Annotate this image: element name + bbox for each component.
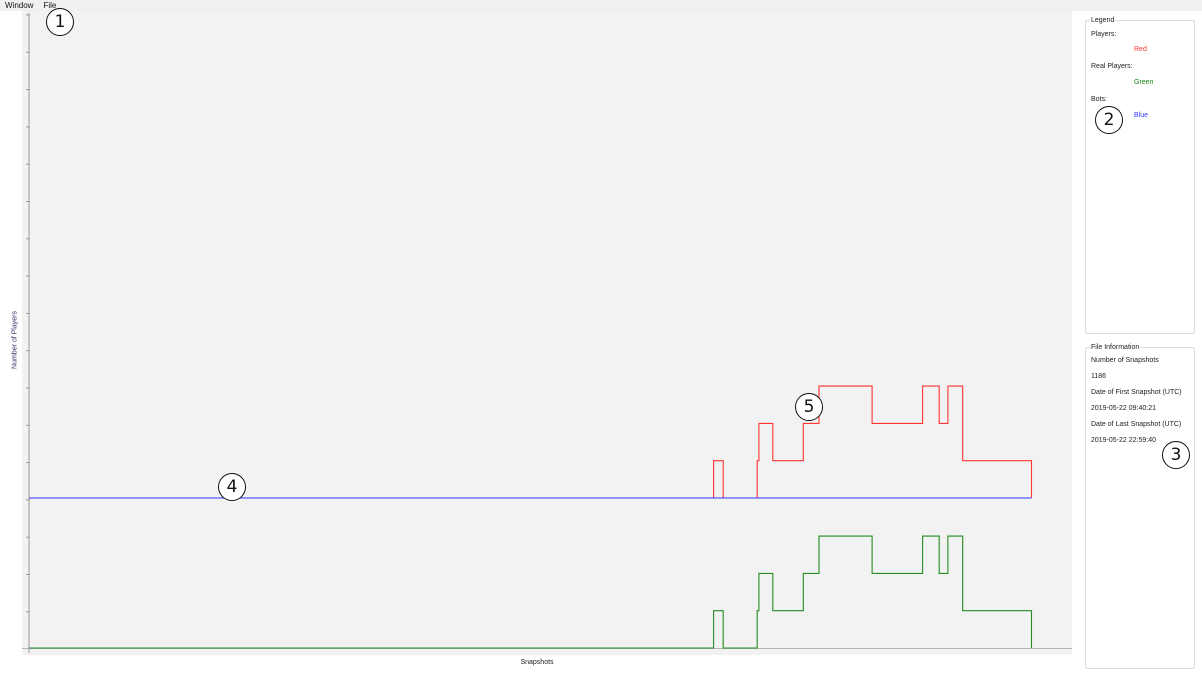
annotation-marker-5: 5 xyxy=(795,393,823,421)
info-last-snapshot-label: Date of Last Snapshot (UTC) xyxy=(1091,421,1182,428)
menu-window[interactable]: Window xyxy=(5,1,34,10)
legend-value-bots: Blue xyxy=(1134,112,1149,119)
info-first-snapshot-value: 2019-05-22 09:40:21 xyxy=(1091,405,1156,412)
file-info-title: File Information xyxy=(1090,343,1141,352)
y-axis-label: Number of Players xyxy=(11,311,19,369)
menu-bar: Window File xyxy=(0,0,1202,11)
chart-area xyxy=(22,11,1072,655)
legend-value-real-players: Green xyxy=(1134,79,1154,86)
info-snapshot-count-value: 1186 xyxy=(1091,373,1107,380)
legend-panel: Legend Players: Red Real Players: Green … xyxy=(1085,16,1195,334)
legend-label-bots: Bots: xyxy=(1091,96,1107,103)
legend-label-players: Players: xyxy=(1091,31,1117,38)
series-line-players xyxy=(29,385,1033,499)
file-information-panel: File Information Number of Snapshots 118… xyxy=(1085,343,1195,669)
annotation-marker-1: 1 xyxy=(46,8,74,36)
legend-label-real-players: Real Players: xyxy=(1091,63,1133,70)
player-chart xyxy=(22,13,1072,653)
legend-value-players: Red xyxy=(1134,46,1147,53)
info-first-snapshot-label: Date of First Snapshot (UTC) xyxy=(1091,389,1182,396)
legend-title: Legend xyxy=(1090,16,1116,25)
annotation-marker-2: 2 xyxy=(1095,106,1123,134)
info-snapshot-count-label: Number of Snapshots xyxy=(1091,357,1159,364)
x-axis-label: Snapshots xyxy=(520,659,554,666)
menu-file[interactable]: File xyxy=(43,1,57,10)
series-line-real-players xyxy=(29,535,1033,649)
info-last-snapshot-value: 2019-05-22 22:59:40 xyxy=(1091,437,1156,444)
annotation-marker-3: 3 xyxy=(1162,441,1190,469)
annotation-marker-4: 4 xyxy=(218,473,246,501)
